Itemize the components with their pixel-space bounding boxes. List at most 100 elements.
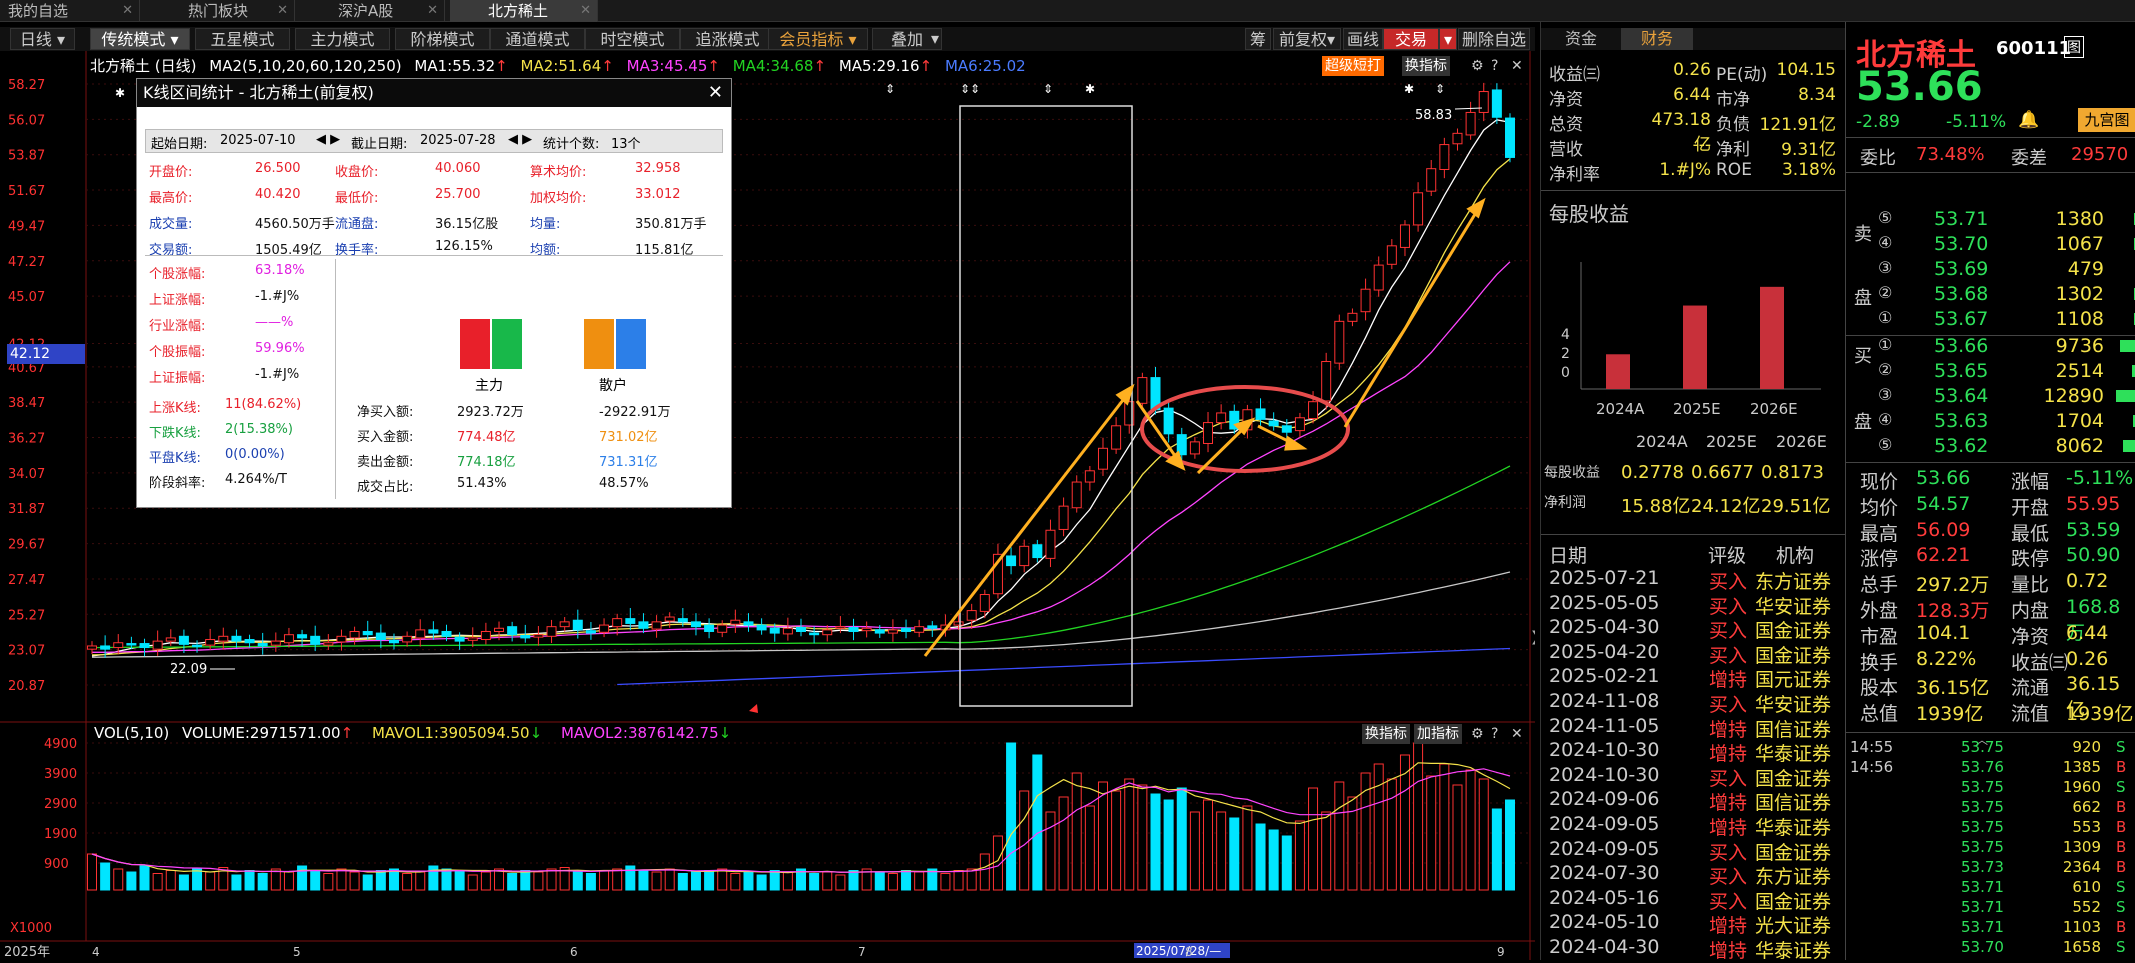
panel-title: K线区间统计 - 北方稀土(前复权) [137,79,731,107]
switch-indicator-button[interactable]: 换指标 [1402,56,1450,76]
adjust-dropdown[interactable]: 前复权▾ [1273,28,1341,50]
close-icon[interactable]: ✕ [580,3,591,18]
candle [638,621,649,629]
end-date[interactable]: 2025-07-28 [420,133,496,148]
draw-button[interactable]: 画线 [1343,28,1383,50]
quote-value: 1939亿 [1916,703,1984,726]
book-price: 53.71 [1934,208,1989,230]
close-icon[interactable]: ✕ [427,3,438,18]
bell-icon[interactable]: 🔔 [2018,110,2040,130]
tick-side: B [2116,758,2127,776]
eps-chart: 4 2 0 2024A 2025E 2026E [1561,262,1821,418]
candle [953,621,964,626]
tick-side: S [2116,878,2126,896]
volume-bar [533,871,544,891]
quote-label: 量比 [2011,574,2050,597]
profile-icon[interactable]: 图 [2064,36,2084,58]
candle [1045,529,1056,559]
candle [1032,544,1043,559]
tab-a-shares[interactable]: 深沪A股 ✕ [300,0,445,22]
mode-ladder[interactable]: 阶梯模式 [395,28,490,50]
close-icon[interactable]: ✕ [707,82,723,103]
close-icon[interactable]: ✕ [277,3,288,18]
step-arrows-icon[interactable]: ◀ ▶ [316,132,341,147]
help-icon[interactable]: ? [1491,58,1499,74]
volume-bar [782,871,793,891]
quote-value: 128.3万 [1916,600,1990,622]
step-arrows-icon[interactable]: ◀ ▶ [508,132,533,147]
period-dropdown[interactable]: 日线 ▾ [10,28,75,50]
overlay-button[interactable]: 叠加 [872,28,942,50]
vip-indicator[interactable]: 会员指标 ▾ [768,28,868,50]
tab-watchlist[interactable]: 我的自选 ✕ [0,0,140,22]
quote-label: 最高 [1860,522,1899,545]
tab-stock[interactable]: 北方稀土 ✕ [450,0,598,22]
up-arrow-icon: ↑ [707,57,720,75]
label: 日线 [19,30,52,49]
candle [690,621,701,628]
trade-button[interactable]: 交易 [1383,28,1439,50]
chevron-up-icon[interactable]: ︿ [1976,733,1989,747]
close-icon[interactable]: ✕ [1511,726,1523,742]
start-date[interactable]: 2025-07-10 [220,133,296,148]
stat-value: 350.81万手 [635,217,707,232]
flow-label: 成交占比: [357,480,414,495]
stat-value: 33.012 [635,187,681,202]
trade-dropdown-icon[interactable]: ▾ [1439,28,1457,50]
retail-blue-box [616,319,646,369]
candle [1505,117,1515,158]
vol-switch-indicator[interactable]: 换指标 [1362,724,1410,744]
candle [677,618,688,623]
candle [861,627,872,632]
tick-price: 53.75 [1961,838,2004,856]
volume-bar [126,871,137,891]
mode-fivestar[interactable]: 五星模式 [195,28,290,50]
delete-watch-button[interactable]: 删除自选 [1458,28,1530,50]
eps-tick: 0 [1561,365,1570,381]
gear-icon[interactable]: ⚙ [1471,726,1484,742]
vol-add-indicator[interactable]: 加指标 [1414,724,1462,744]
mode-traditional[interactable]: 传统模式 ▾ [90,28,190,50]
help-icon[interactable]: ? [1491,726,1499,742]
chevron-down-icon[interactable]: ▾ [930,29,940,48]
quote-value: 1939亿 [2066,703,2134,726]
mode-channel[interactable]: 通道模式 [490,28,585,50]
volume-bar [1505,799,1515,891]
volume-bar [1203,799,1214,891]
rating-grade: 买入 [1709,595,1748,618]
stat-label: 流通盘: [335,217,379,232]
close-icon[interactable]: ✕ [122,3,133,18]
volume-bar [651,871,662,891]
book-volume: 1108 [2055,308,2104,330]
expand-panel-icon[interactable]: ❯ [1530,629,1535,645]
super-short-button[interactable]: 超级短打 [1322,56,1384,76]
y-tick-label: 49.47 [8,219,45,234]
candle [1426,168,1437,192]
tab-funds[interactable]: 资金 [1564,29,1597,48]
volume-bar [887,873,898,891]
fin-label: ROE [1716,160,1752,180]
tab-hot-sectors[interactable]: 热门板块 ✕ [150,0,295,22]
tab-finance[interactable]: 财务 [1621,28,1693,50]
stat-value: 40.060 [435,161,481,176]
chip-button[interactable]: 筹 [1245,28,1271,50]
close-icon[interactable]: ✕ [1511,58,1523,74]
flow-retail-value: 731.02亿 [599,430,658,445]
mode-chase[interactable]: 追涨模式 [680,28,775,50]
volume-bar [297,865,308,891]
quote-label: 总值 [1860,703,1899,726]
selection-box[interactable] [959,105,1133,707]
quote-label: 内盘 [2011,600,2050,622]
y-tick-label: 53.87 [8,149,45,164]
fin-label: PE(动) [1716,65,1768,85]
rating-date: 2024-10-30 [1549,739,1660,762]
mode-main-force[interactable]: 主力模式 [295,28,390,50]
gear-icon[interactable]: ⚙ [1471,58,1484,74]
mode-spacetime[interactable]: 时空模式 [585,28,680,50]
rating-org: 光大证券 [1755,915,1832,938]
volume-bar [1255,823,1266,891]
nine-grid-button[interactable]: 九宫图 [2078,108,2135,132]
x-label: 5 [293,945,301,959]
volume-bar [1426,775,1437,891]
rating-org: 华泰证券 [1755,817,1832,839]
